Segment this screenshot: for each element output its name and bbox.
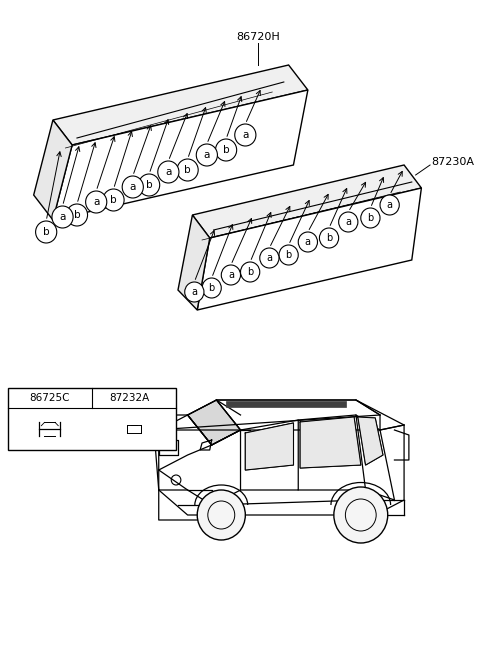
Text: a: a <box>93 197 99 207</box>
Text: b: b <box>286 250 292 260</box>
Text: b: b <box>223 145 229 155</box>
Text: 87230A: 87230A <box>431 157 474 167</box>
Polygon shape <box>188 400 240 445</box>
Text: b: b <box>110 195 117 205</box>
Circle shape <box>185 282 204 302</box>
Text: a: a <box>387 200 393 210</box>
Text: a: a <box>242 130 249 140</box>
Circle shape <box>319 228 339 248</box>
Circle shape <box>122 176 144 198</box>
Circle shape <box>235 124 256 146</box>
Circle shape <box>139 174 160 196</box>
Text: a: a <box>266 253 272 263</box>
Polygon shape <box>197 188 421 310</box>
Text: b: b <box>326 233 332 243</box>
Circle shape <box>334 487 388 543</box>
Circle shape <box>240 262 260 282</box>
Circle shape <box>260 248 279 268</box>
Text: b: b <box>184 165 191 175</box>
Circle shape <box>177 159 198 181</box>
Circle shape <box>36 221 57 243</box>
Polygon shape <box>34 120 72 220</box>
Circle shape <box>52 206 73 228</box>
Circle shape <box>221 265 240 285</box>
Circle shape <box>380 195 399 215</box>
Text: a: a <box>130 182 136 192</box>
Text: a: a <box>60 212 66 222</box>
Text: a: a <box>192 287 197 297</box>
Circle shape <box>103 189 124 211</box>
Circle shape <box>279 245 298 265</box>
Circle shape <box>12 391 25 405</box>
Polygon shape <box>53 90 308 220</box>
Polygon shape <box>300 417 361 468</box>
Circle shape <box>202 278 221 298</box>
Text: 86720H: 86720H <box>236 32 280 42</box>
Text: b: b <box>73 210 80 220</box>
Circle shape <box>339 212 358 232</box>
Text: a: a <box>15 393 21 403</box>
Circle shape <box>93 391 106 405</box>
Polygon shape <box>192 165 421 238</box>
Text: 86725C: 86725C <box>29 393 70 403</box>
Bar <box>8 388 176 450</box>
Text: a: a <box>165 167 171 177</box>
Circle shape <box>66 204 87 226</box>
Text: a: a <box>345 217 351 227</box>
Text: b: b <box>208 283 215 293</box>
Circle shape <box>85 191 107 213</box>
Text: b: b <box>96 393 103 403</box>
Circle shape <box>216 139 237 161</box>
Text: b: b <box>367 213 373 223</box>
Circle shape <box>298 232 317 252</box>
Text: a: a <box>305 237 311 247</box>
Circle shape <box>158 161 179 183</box>
Polygon shape <box>226 401 347 407</box>
Text: 87232A: 87232A <box>109 393 149 403</box>
Bar <box>127 424 141 432</box>
Polygon shape <box>178 215 210 310</box>
Circle shape <box>196 144 217 166</box>
Polygon shape <box>245 423 293 470</box>
Text: a: a <box>228 270 234 280</box>
Circle shape <box>361 208 380 228</box>
Text: a: a <box>204 150 210 160</box>
Text: b: b <box>146 180 153 190</box>
Text: b: b <box>247 267 253 277</box>
Text: b: b <box>43 227 49 237</box>
Circle shape <box>197 490 245 540</box>
Polygon shape <box>53 65 308 145</box>
Polygon shape <box>358 417 383 465</box>
